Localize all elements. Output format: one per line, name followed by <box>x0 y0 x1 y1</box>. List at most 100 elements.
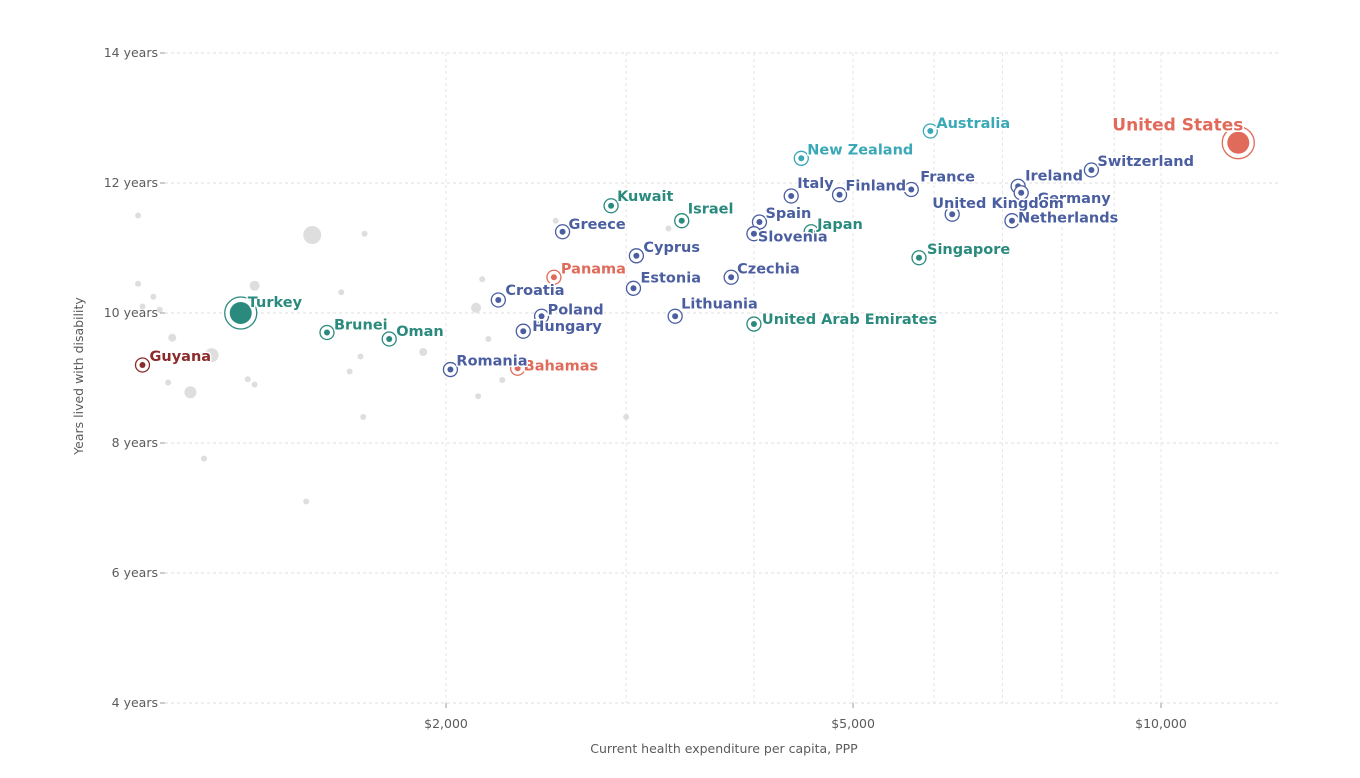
point-dot <box>750 230 757 237</box>
x-tick-label: $5,000 <box>831 716 875 731</box>
background-point <box>471 302 482 313</box>
point-label: Switzerland <box>1097 154 1194 170</box>
point-label: Estonia <box>640 270 701 286</box>
tick-layer: 4 years 6 years 8 years 10 years 12 years 14 … <box>104 45 1187 731</box>
point-dot <box>908 186 915 193</box>
y-tick-label: 14 years <box>104 45 158 60</box>
point-dot <box>447 366 454 373</box>
point-label: Kuwait <box>617 189 673 205</box>
point-label: Israel <box>688 202 734 218</box>
background-point <box>665 225 672 232</box>
point-dot <box>788 193 795 199</box>
point-dot <box>323 329 330 336</box>
point-dot <box>678 217 685 224</box>
point-label: Romania <box>456 354 527 370</box>
point-label: Cyprus <box>643 240 700 256</box>
point-dot <box>550 274 557 281</box>
point-dot <box>1018 189 1025 196</box>
background-point <box>135 212 142 219</box>
background-point <box>303 498 310 505</box>
point-dot <box>520 328 527 335</box>
point-dot <box>916 254 923 261</box>
point-dot <box>139 362 146 368</box>
point-label: Australia <box>936 116 1010 132</box>
point-label: Czechia <box>737 261 800 277</box>
background-point <box>552 217 559 224</box>
y-tick-label: 8 years <box>112 435 158 450</box>
background-point <box>139 303 146 310</box>
point-dot <box>495 297 502 303</box>
point-label: Lithuania <box>681 296 758 312</box>
background-point <box>479 276 486 283</box>
point-dot <box>808 228 815 235</box>
point-dot <box>229 302 252 324</box>
background-point <box>360 414 367 420</box>
point-label: Italy <box>797 176 834 192</box>
point-dot <box>728 274 735 281</box>
data-points <box>134 123 1255 378</box>
background-point <box>184 386 197 399</box>
point-label: France <box>920 170 975 186</box>
y-tick-label: 6 years <box>112 565 158 580</box>
point-label: Finland <box>846 179 907 195</box>
point-label: Greece <box>569 217 626 233</box>
point-label: Singapore <box>927 242 1010 258</box>
point-dot <box>1008 217 1015 224</box>
point-dot <box>1088 167 1095 173</box>
grid-layer <box>160 52 1278 708</box>
background-point <box>165 379 172 386</box>
point-dot <box>750 321 757 328</box>
background-point <box>150 293 157 300</box>
point-label: Netherlands <box>1018 211 1118 227</box>
y-axis-title: Years lived with disability <box>71 297 86 456</box>
background-point <box>244 376 251 383</box>
point-label: Slovenia <box>758 230 828 246</box>
point-label: United Arab Emirates <box>762 312 937 328</box>
point-label: Ireland <box>1025 168 1083 184</box>
background-point <box>204 348 219 363</box>
point-label: Panama <box>561 261 626 277</box>
point-dot <box>798 155 805 162</box>
background-point <box>168 333 177 342</box>
background-point <box>303 226 322 244</box>
point-label: United Kingdom <box>932 196 1064 212</box>
point-label: Japan <box>816 217 863 233</box>
point-label: Poland <box>548 302 604 318</box>
background-point <box>251 381 258 388</box>
point-label: Croatia <box>505 283 564 299</box>
point-label: Brunei <box>334 318 388 334</box>
y-tick-label: 4 years <box>112 695 158 710</box>
point-label: Hungary <box>532 319 602 335</box>
point-dot <box>672 313 679 320</box>
point-dot <box>630 285 637 292</box>
point-dot <box>1227 131 1250 154</box>
point-label: Oman <box>396 324 444 340</box>
background-point <box>419 348 428 356</box>
point-dot <box>559 228 566 235</box>
point-label: United States <box>1112 116 1243 136</box>
point-label: Guyana <box>149 349 211 365</box>
background-point <box>499 376 506 383</box>
background-point <box>156 306 163 313</box>
background-point <box>623 414 630 420</box>
point-dot <box>927 128 934 134</box>
y-tick-label: 10 years <box>104 305 158 320</box>
point-dot <box>949 211 956 218</box>
point-label: Spain <box>765 206 811 222</box>
point-label: Turkey <box>248 295 303 311</box>
x-axis-title: Current health expenditure per capita, P… <box>590 741 858 756</box>
point-dot <box>756 219 763 225</box>
background-point <box>201 455 208 462</box>
background-point <box>135 280 142 287</box>
point-dot <box>386 336 393 342</box>
background-point <box>338 289 345 296</box>
point-label: New Zealand <box>807 142 913 158</box>
background-point <box>361 230 368 237</box>
background-point <box>485 336 492 342</box>
point-label: Germany <box>1037 191 1111 207</box>
background-point <box>249 280 260 291</box>
point-dot <box>514 365 521 372</box>
point-label: Bahamas <box>524 358 598 374</box>
background-point <box>357 353 364 360</box>
